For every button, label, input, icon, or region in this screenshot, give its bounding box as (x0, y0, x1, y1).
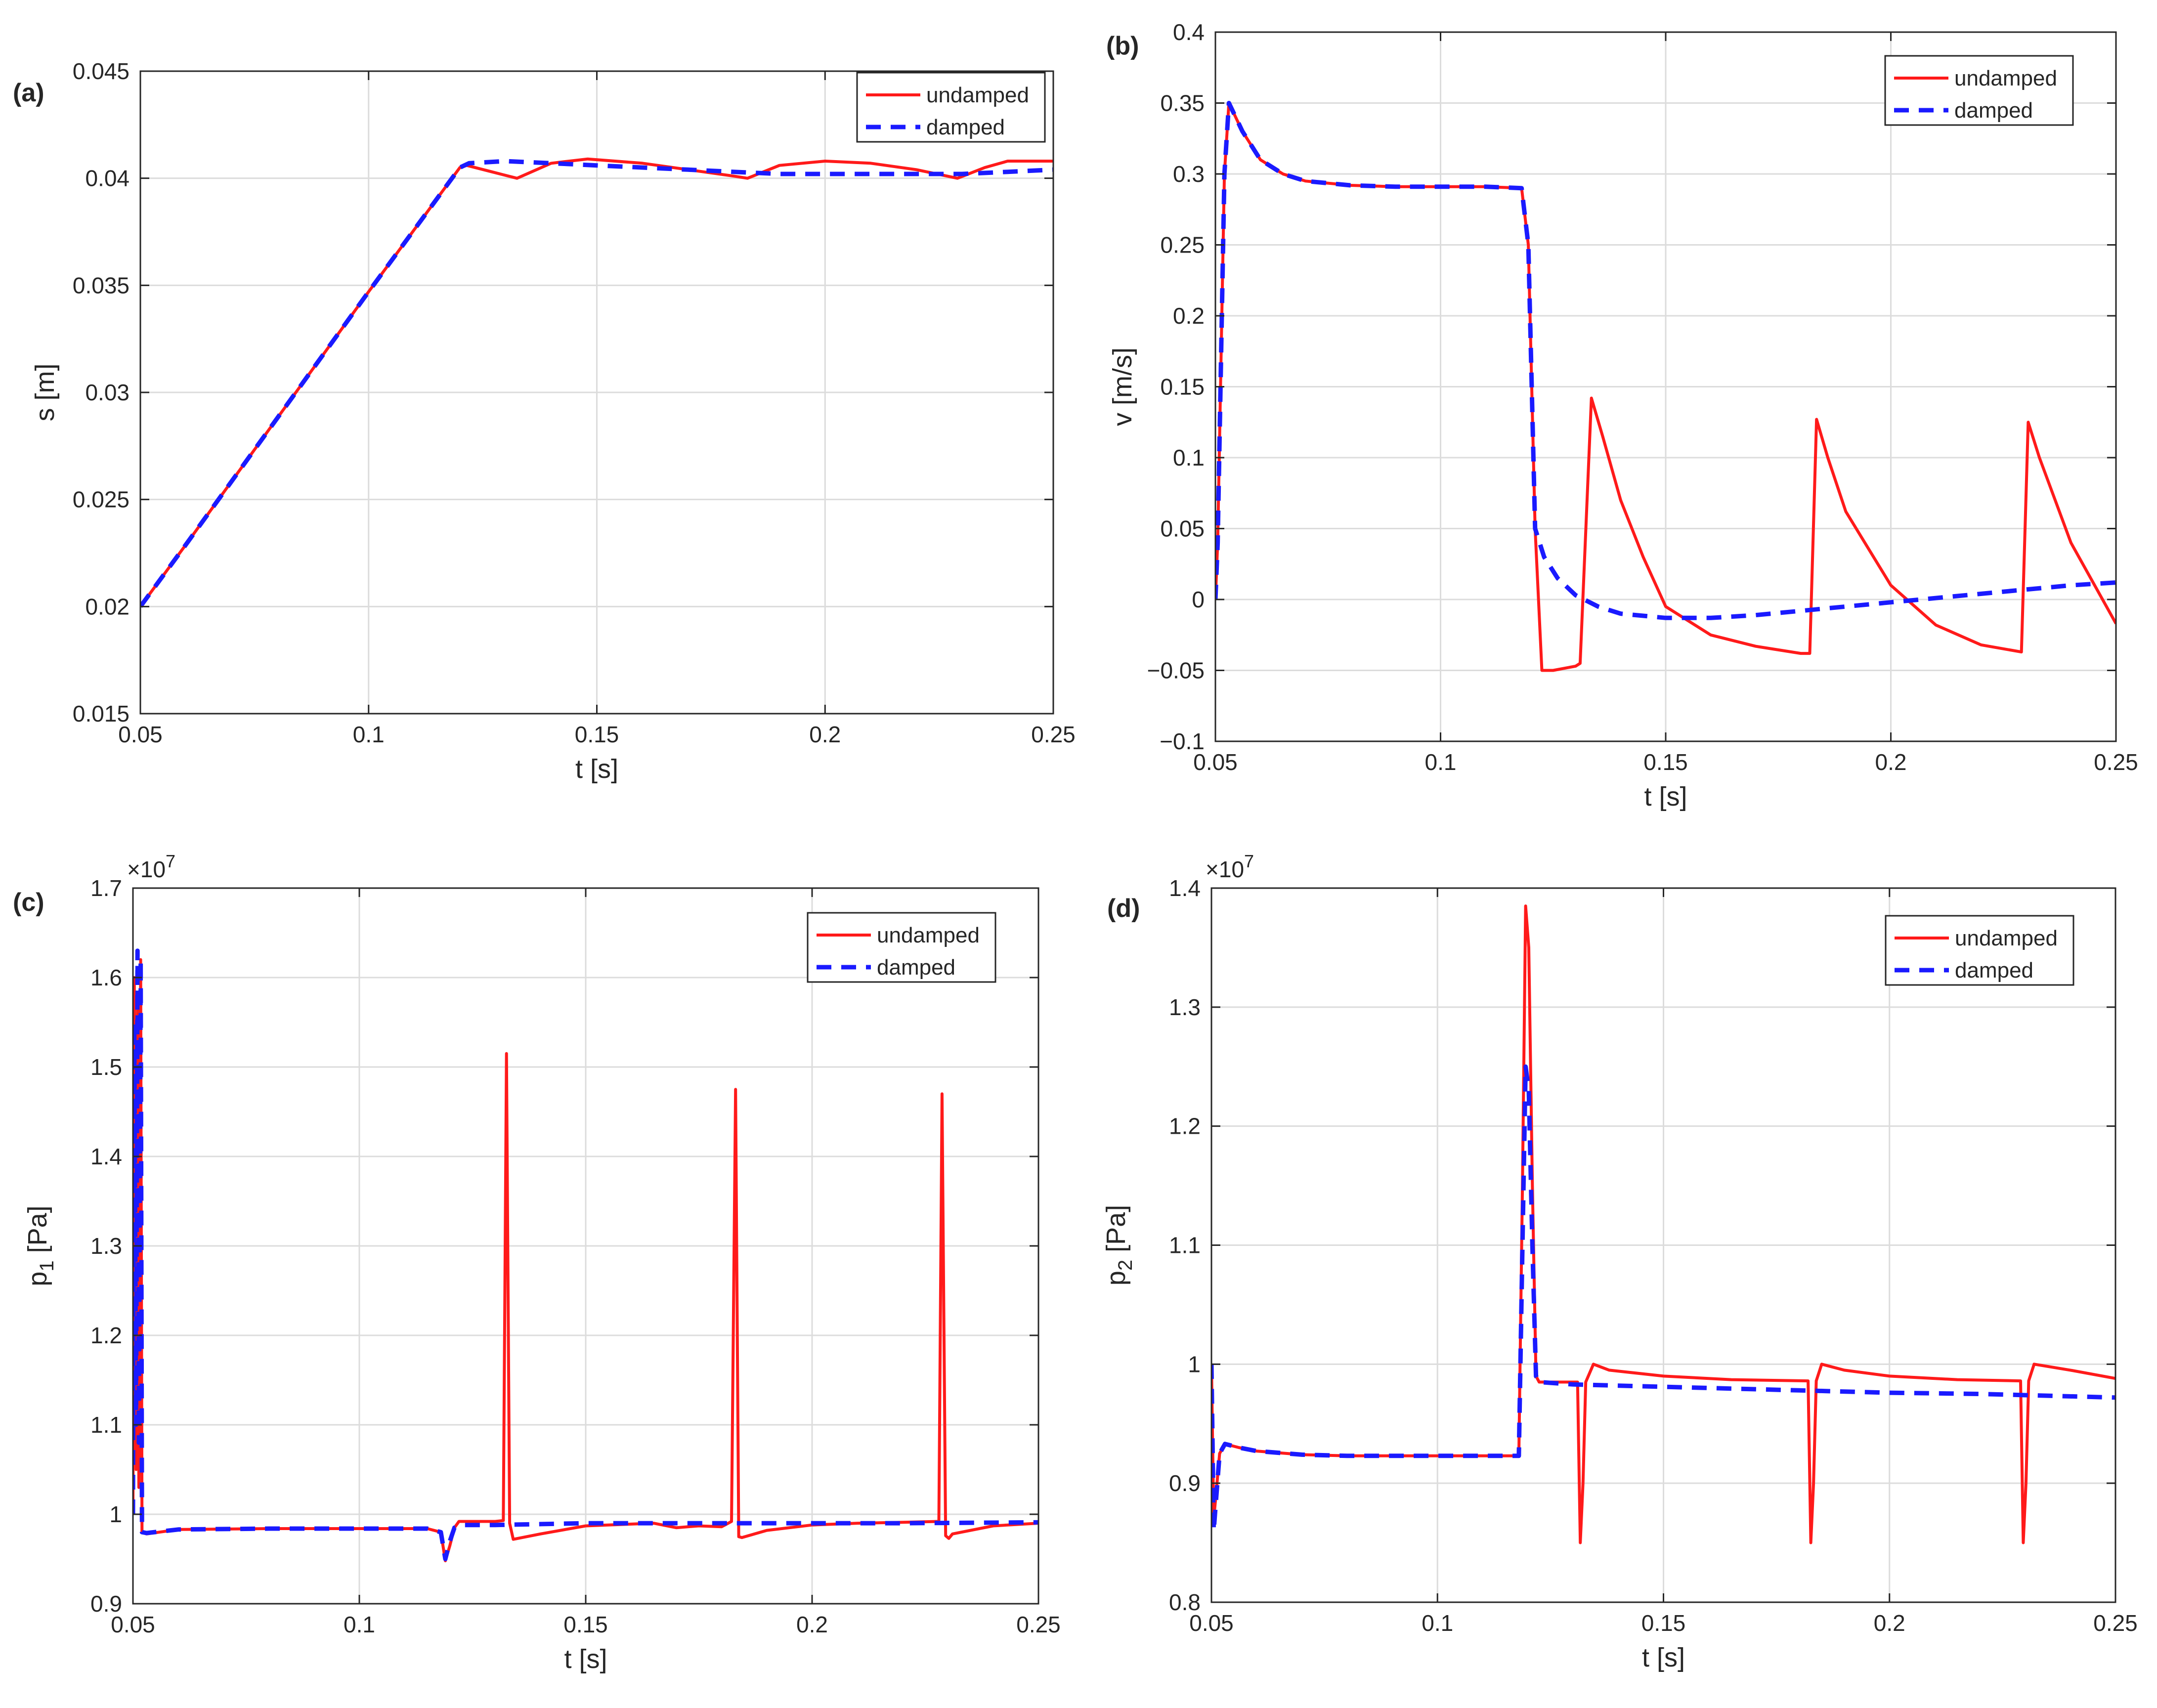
y-tick-label: 1.2 (1169, 1113, 1201, 1139)
y-tick-label: 0.03 (85, 380, 129, 405)
x-tick-label: 0.15 (563, 1612, 608, 1637)
x-tick-label: 0.05 (1193, 749, 1238, 775)
y-axis-label: v [m/s] (1108, 347, 1137, 426)
y-tick-label: 0.3 (1173, 161, 1205, 187)
y-tick-label: 1.7 (90, 875, 122, 901)
x-tick-label: 0.25 (2094, 749, 2138, 775)
x-tick-label: 0.1 (344, 1612, 375, 1637)
y-tick-label: 1.1 (90, 1412, 122, 1438)
y-tick-label: 0.35 (1160, 90, 1205, 116)
y-exponent-label: ×107 (127, 851, 175, 882)
x-tick-label: 0.2 (1874, 1610, 1905, 1636)
y-tick-label: 1.3 (90, 1233, 122, 1259)
y-tick-label: 1.4 (90, 1144, 122, 1169)
y-tick-label: 0.4 (1173, 19, 1205, 45)
y-tick-label: 0.9 (90, 1591, 122, 1617)
x-axis-label: t [s] (1644, 782, 1687, 811)
y-tick-label: 0.02 (85, 594, 129, 619)
x-tick-label: 0.25 (1031, 722, 1076, 747)
legend-label-undamped: undamped (926, 83, 1029, 107)
legend-box (1884, 55, 2074, 126)
chart-panel-a: 0.05 0.1 0.15 0.2 0.25 0.015 0.02 0.025 0.03 0.03… (13, 58, 1076, 784)
panel-label: (c) (13, 888, 44, 917)
y-axis-label: p1 [Pa] (23, 1205, 58, 1286)
chart-panel-b: 0.05 0.1 0.15 0.2 0.25 −0.1 −0.05 0 0.05 0.1 0.15 0… (1106, 19, 2138, 811)
panel-label: (a) (13, 79, 44, 107)
series-line-undamped (1211, 904, 2115, 1544)
x-axis-label: t [s] (1642, 1643, 1685, 1672)
y-tick-label: 0 (1192, 587, 1205, 612)
y-tick-label: 0.15 (1160, 374, 1205, 400)
legend-label-damped: damped (1954, 98, 2033, 123)
y-tick-label: 1.5 (90, 1054, 122, 1080)
legend-label-damped: damped (877, 955, 955, 980)
x-tick-label: 0.05 (111, 1612, 155, 1637)
y-axis-label: p2 [Pa] (1101, 1205, 1136, 1285)
y-tick-label: 0.045 (73, 58, 129, 84)
x-tick-label: 0.05 (118, 722, 163, 747)
legend-label-undamped: undamped (877, 923, 980, 947)
x-tick-label: 0.15 (1641, 1610, 1686, 1636)
x-tick-label: 0.25 (2093, 1610, 2138, 1636)
x-tick-label: 0.2 (796, 1612, 828, 1637)
y-tick-label: 1 (1188, 1351, 1201, 1377)
legend-box (1885, 915, 2074, 986)
y-tick-label: 0.015 (73, 701, 129, 726)
x-tick-label: 0.15 (1643, 749, 1688, 775)
y-tick-label: 0.25 (1160, 232, 1205, 258)
x-tick-label: 0.1 (1425, 749, 1457, 775)
y-tick-label: 0.04 (85, 166, 129, 191)
legend-label-damped: damped (926, 115, 1005, 139)
y-exponent-label: ×107 (1206, 851, 1254, 882)
y-tick-label: −0.05 (1147, 658, 1205, 683)
series-line-damped (140, 159, 1053, 608)
legend-box (807, 912, 996, 983)
y-tick-label: 0.025 (73, 487, 129, 512)
x-axis-label: t [s] (564, 1644, 607, 1674)
legend-label-undamped: undamped (1954, 66, 2057, 90)
y-tick-label: 1.4 (1169, 875, 1201, 901)
y-tick-label: 0.9 (1169, 1470, 1201, 1496)
chart-panel-c: 0.05 0.1 0.15 0.2 0.25 0.9 1 1.1 1.2 1.3 1.4 1.5 1.6… (13, 851, 1061, 1674)
legend-label-undamped: undamped (1955, 926, 2058, 950)
x-tick-label: 0.25 (1016, 1612, 1061, 1637)
y-tick-label: 0.05 (1160, 516, 1205, 542)
x-tick-label: 0.05 (1189, 1610, 1234, 1636)
x-tick-label: 0.1 (353, 722, 385, 747)
series-line-damped (1215, 101, 2116, 620)
x-axis-label: t [s] (575, 754, 618, 784)
legend-box (856, 72, 1046, 143)
y-tick-label: 1.2 (90, 1323, 122, 1348)
panel-label: (d) (1107, 894, 1140, 923)
series-line-damped (1211, 1064, 2115, 1533)
y-tick-label: 1.6 (90, 965, 122, 990)
panel-label: (b) (1106, 32, 1139, 60)
y-tick-label: −0.1 (1160, 728, 1205, 754)
x-tick-label: 0.1 (1422, 1610, 1453, 1636)
y-tick-label: 1.1 (1169, 1233, 1201, 1258)
y-axis-label: s [m] (30, 364, 60, 422)
y-tick-label: 1 (109, 1501, 122, 1527)
chart-panel-d: 0.05 0.1 0.15 0.2 0.25 0.8 0.9 1 1.1 1.2 1.3 1.4×10… (1101, 851, 2138, 1672)
y-tick-label: 1.3 (1169, 994, 1201, 1020)
y-tick-label: 0.1 (1173, 445, 1205, 470)
series-line-damped (133, 948, 1038, 1561)
legend-label-damped: damped (1955, 958, 2033, 982)
y-tick-label: 0.8 (1169, 1589, 1201, 1615)
x-tick-label: 0.2 (809, 722, 841, 747)
y-tick-label: 0.035 (73, 272, 129, 298)
y-tick-label: 0.2 (1173, 303, 1205, 329)
x-tick-label: 0.15 (575, 722, 619, 747)
x-tick-label: 0.2 (1875, 749, 1907, 775)
